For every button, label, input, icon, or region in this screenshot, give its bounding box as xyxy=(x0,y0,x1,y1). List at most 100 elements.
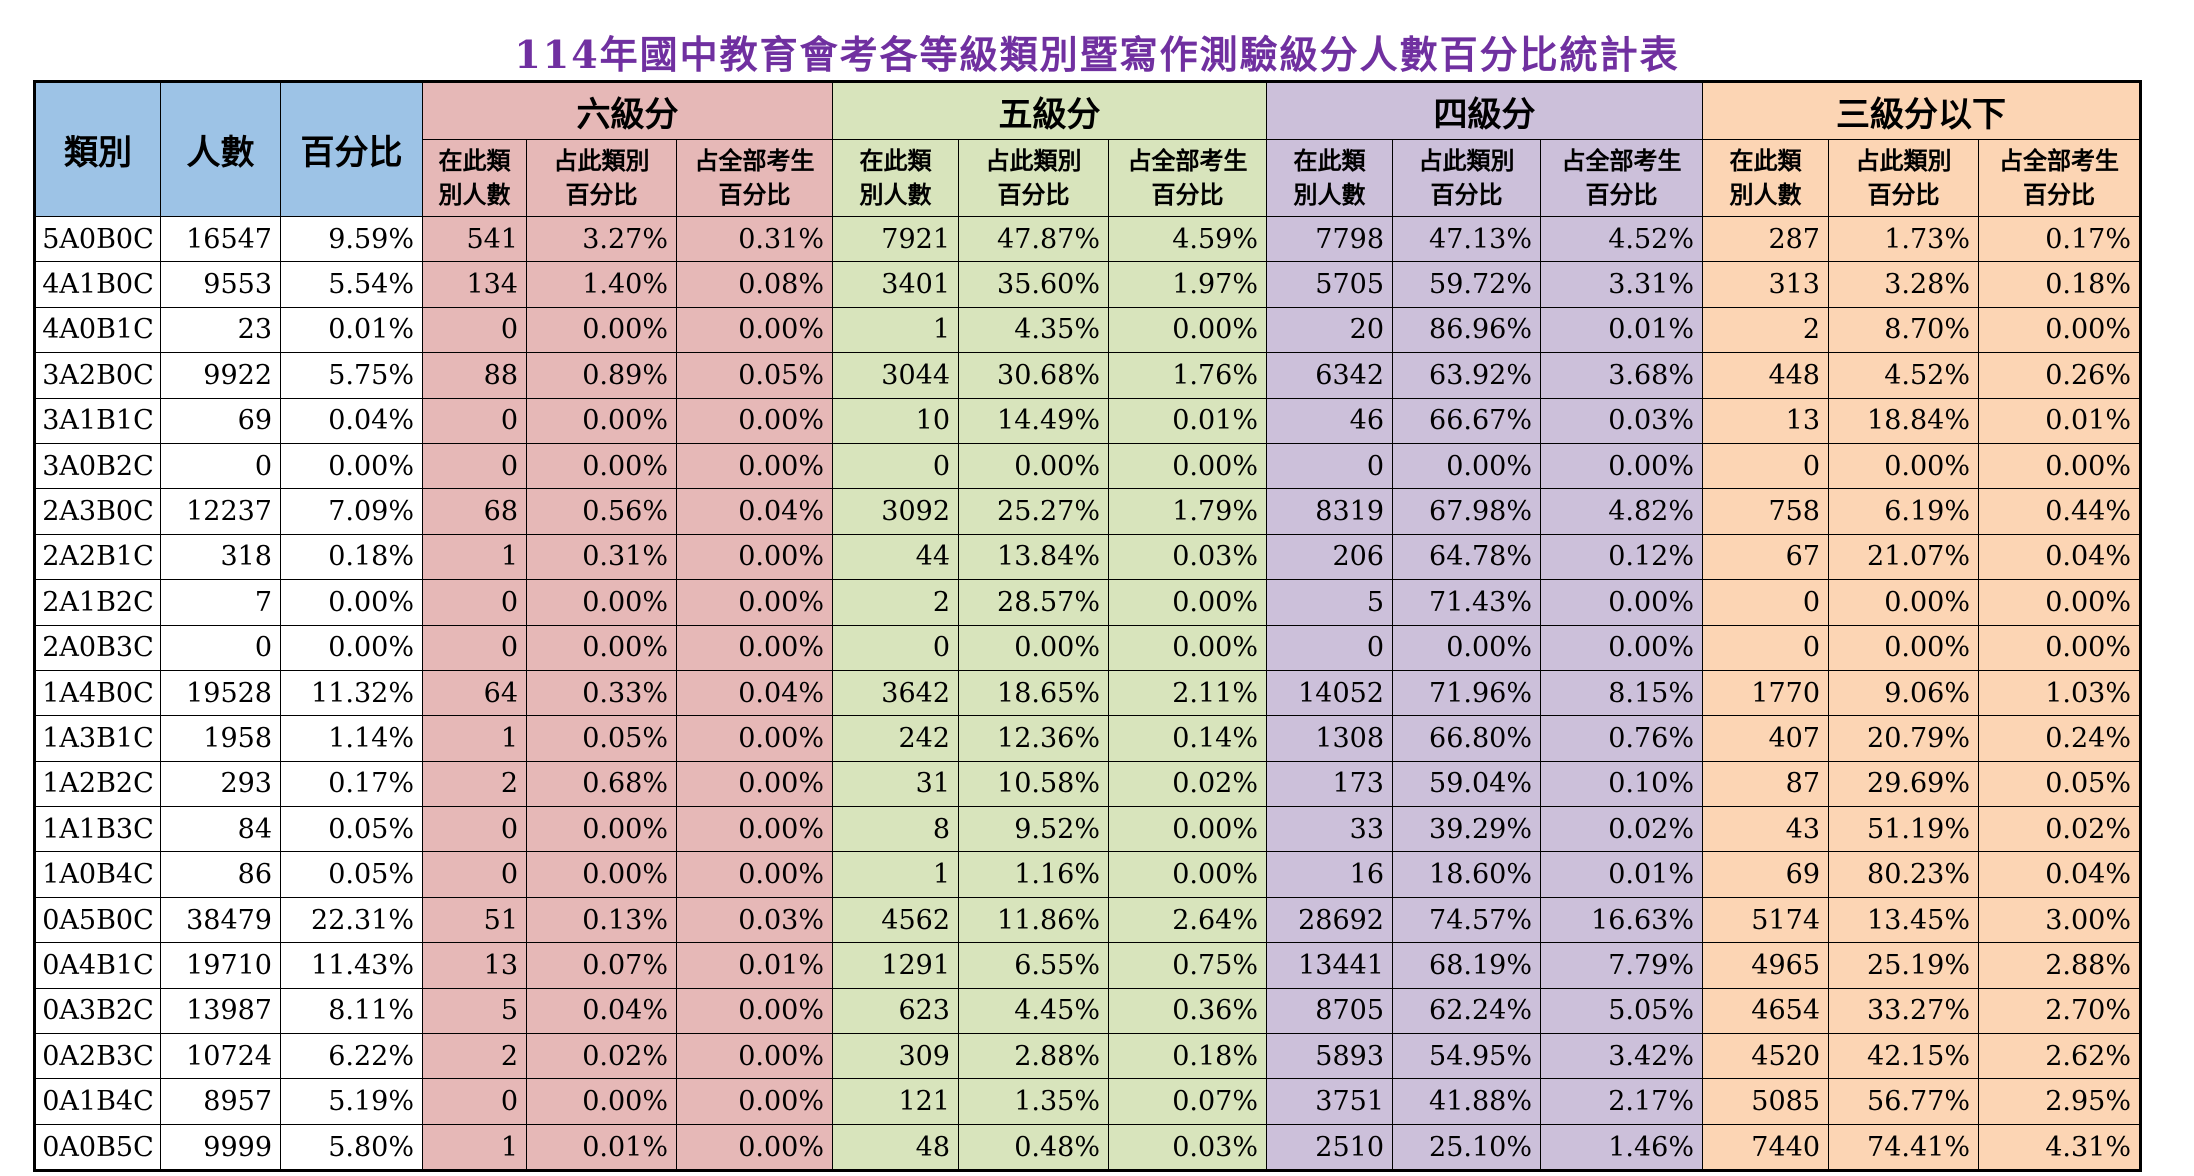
subheader-line-1: 占此類別 xyxy=(1855,146,1952,175)
table-row: 1A3B1C 1958 1.14% 1 0.05% 0.00% 242 12.36% 0.14%… xyxy=(34,715,2141,762)
table-row: 2A2B1C 318 0.18% 1 0.31% 0.00% 44 13.84% 0.03% 20… xyxy=(34,533,2141,581)
l6-pct-all-cell: 0.04% xyxy=(676,669,833,717)
l6-pct-cat-cell: 0.56% xyxy=(526,488,677,535)
count-cell: 0 xyxy=(160,624,281,671)
l5-pct-all-cell: 0.14% xyxy=(1108,715,1267,762)
l6-count-cell: 51 xyxy=(422,896,527,944)
l4-count-cell: 1308 xyxy=(1266,715,1393,762)
l4-pct-all-cell: 0.12% xyxy=(1540,533,1703,581)
l4-pct-all-cell: 8.15% xyxy=(1540,669,1703,717)
l3-pct-all-cell: 2.70% xyxy=(1978,987,2141,1035)
table-row: 1A2B2C 293 0.17% 2 0.68% 0.00% 31 10.58% 0.02% 17… xyxy=(34,760,2141,808)
subheader-6-count: 在此類 別人數 xyxy=(422,139,527,217)
l6-pct-all-cell: 0.00% xyxy=(676,442,833,490)
l5-pct-cat-cell: 14.49% xyxy=(958,397,1109,444)
l6-pct-cat-cell: 0.07% xyxy=(526,942,677,989)
l3-count-cell: 5174 xyxy=(1702,896,1829,944)
percent-cell: 0.05% xyxy=(280,851,423,898)
l6-pct-all-cell: 0.08% xyxy=(676,261,833,308)
l3-pct-cat-cell: 4.52% xyxy=(1828,352,1979,399)
l6-count-cell: 13 xyxy=(422,942,527,989)
subheader-line-2: 百分比 xyxy=(1867,180,1940,209)
l6-count-cell: 68 xyxy=(422,488,527,535)
l5-pct-all-cell: 0.03% xyxy=(1108,533,1267,581)
l4-pct-cat-cell: 41.88% xyxy=(1392,1078,1541,1125)
l6-count-cell: 64 xyxy=(422,669,527,717)
category-cell: 1A3B1C xyxy=(34,715,161,762)
l3-pct-cat-cell: 29.69% xyxy=(1828,760,1979,808)
table-row: 4A0B1C 23 0.01% 0 0.00% 0.00% 1 4.35% 0.00% 20 86.… xyxy=(34,306,2141,354)
percent-cell: 5.80% xyxy=(280,1123,423,1172)
table-row: 0A4B1C 19710 11.43% 13 0.07% 0.01% 1291 6.55% 0.… xyxy=(34,942,2141,989)
l5-pct-cat-cell: 0.00% xyxy=(958,442,1109,490)
l4-pct-all-cell: 3.31% xyxy=(1540,261,1703,308)
l5-pct-all-cell: 1.97% xyxy=(1108,261,1267,308)
l5-pct-cat-cell: 2.88% xyxy=(958,1033,1109,1080)
count-cell: 23 xyxy=(160,306,281,354)
count-cell: 9922 xyxy=(160,352,281,399)
subheader-line-2: 百分比 xyxy=(1585,180,1658,209)
category-cell: 3A1B1C xyxy=(34,397,161,444)
count-cell: 0 xyxy=(160,442,281,490)
l6-pct-all-cell: 0.00% xyxy=(676,1078,833,1125)
count-cell: 7 xyxy=(160,579,281,626)
subheader-line-2: 別人數 xyxy=(1729,180,1802,209)
l5-count-cell: 0 xyxy=(832,442,959,490)
l4-pct-all-cell: 0.00% xyxy=(1540,624,1703,671)
subheader-5-count: 在此類 別人數 xyxy=(832,139,959,217)
count-cell: 293 xyxy=(160,760,281,808)
l4-count-cell: 13441 xyxy=(1266,942,1393,989)
l5-count-cell: 309 xyxy=(832,1033,959,1080)
count-cell: 10724 xyxy=(160,1033,281,1080)
l4-count-cell: 20 xyxy=(1266,306,1393,354)
l4-count-cell: 206 xyxy=(1266,533,1393,581)
count-cell: 19528 xyxy=(160,669,281,717)
table-row: 0A0B5C 9999 5.80% 1 0.01% 0.00% 48 0.48% 0.03% 25… xyxy=(34,1123,2141,1172)
l3-pct-all-cell: 0.00% xyxy=(1978,306,2141,354)
l5-count-cell: 3044 xyxy=(832,352,959,399)
category-cell: 1A0B4C xyxy=(34,851,161,898)
l6-pct-all-cell: 0.00% xyxy=(676,1033,833,1080)
l4-pct-cat-cell: 39.29% xyxy=(1392,806,1541,853)
statistics-table: 類別 人數 百分比 六級分 五級分 四級分 三級分以下 在此類 別人數 占此類別 百分… xyxy=(33,80,2142,1173)
header-level-5: 五級分 xyxy=(832,81,1267,140)
l6-pct-all-cell: 0.00% xyxy=(676,533,833,581)
subheader-line-2: 百分比 xyxy=(718,180,791,209)
count-cell: 13987 xyxy=(160,987,281,1035)
l3-pct-cat-cell: 20.79% xyxy=(1828,715,1979,762)
l6-pct-all-cell: 0.00% xyxy=(676,715,833,762)
l5-pct-all-cell: 2.11% xyxy=(1108,669,1267,717)
category-cell: 0A4B1C xyxy=(34,942,161,989)
l5-count-cell: 1 xyxy=(832,306,959,354)
subheader-line-1: 占全部考生 xyxy=(694,146,815,175)
l3-count-cell: 313 xyxy=(1702,261,1829,308)
percent-cell: 5.75% xyxy=(280,352,423,399)
l5-pct-all-cell: 0.01% xyxy=(1108,397,1267,444)
l4-pct-cat-cell: 59.72% xyxy=(1392,261,1541,308)
l5-pct-cat-cell: 10.58% xyxy=(958,760,1109,808)
table-row: 3A2B0C 9922 5.75% 88 0.89% 0.05% 3044 30.68% 1.7… xyxy=(34,352,2141,399)
l6-count-cell: 1 xyxy=(422,1123,527,1172)
percent-cell: 0.01% xyxy=(280,306,423,354)
l3-pct-cat-cell: 25.19% xyxy=(1828,942,1979,989)
count-cell: 9999 xyxy=(160,1123,281,1172)
l3-count-cell: 4520 xyxy=(1702,1033,1829,1080)
l6-pct-cat-cell: 0.02% xyxy=(526,1033,677,1080)
l3-count-cell: 4965 xyxy=(1702,942,1829,989)
l4-count-cell: 2510 xyxy=(1266,1123,1393,1172)
l5-pct-cat-cell: 47.87% xyxy=(958,215,1109,263)
l3-pct-all-cell: 0.02% xyxy=(1978,806,2141,853)
header-percent: 百分比 xyxy=(280,81,423,217)
l3-pct-all-cell: 0.00% xyxy=(1978,442,2141,490)
l5-pct-cat-cell: 25.27% xyxy=(958,488,1109,535)
l5-count-cell: 623 xyxy=(832,987,959,1035)
count-cell: 12237 xyxy=(160,488,281,535)
l3-pct-all-cell: 0.18% xyxy=(1978,261,2141,308)
count-cell: 1958 xyxy=(160,715,281,762)
l5-pct-all-cell: 0.00% xyxy=(1108,806,1267,853)
l5-pct-all-cell: 0.07% xyxy=(1108,1078,1267,1125)
l5-pct-cat-cell: 1.35% xyxy=(958,1078,1109,1125)
category-cell: 2A2B1C xyxy=(34,533,161,581)
page-title: 114年國中教育會考各等級類別暨寫作測驗級分人數百分比統計表 xyxy=(514,32,1680,77)
l3-pct-cat-cell: 8.70% xyxy=(1828,306,1979,354)
